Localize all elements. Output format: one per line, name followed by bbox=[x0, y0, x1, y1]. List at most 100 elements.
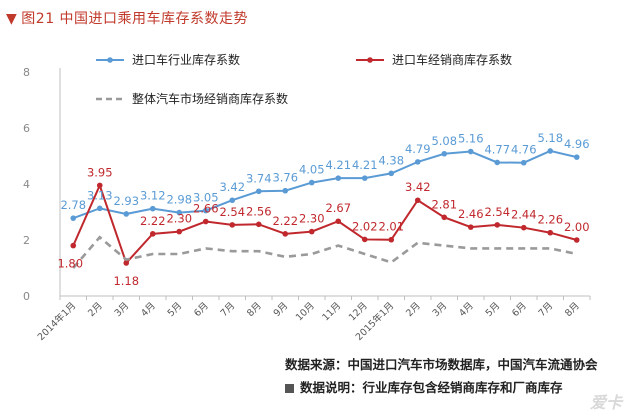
data-label-1: 1.18 bbox=[113, 274, 139, 288]
data-point-1 bbox=[149, 231, 156, 237]
data-label-1: 2.30 bbox=[299, 212, 325, 226]
data-label-0: 4.38 bbox=[378, 153, 404, 167]
x-tick-label: 9月 bbox=[272, 300, 291, 319]
data-point-0 bbox=[335, 175, 342, 181]
x-tick-label: 5月 bbox=[166, 300, 185, 319]
data-point-0 bbox=[96, 205, 103, 212]
data-point-0 bbox=[467, 148, 474, 155]
data-label-1: 2.22 bbox=[140, 214, 166, 228]
data-label-1: 2.01 bbox=[378, 220, 404, 234]
data-point-0 bbox=[70, 215, 77, 221]
legend-marker-0 bbox=[107, 57, 113, 63]
x-tick-label: 3月 bbox=[113, 300, 132, 319]
data-label-0: 2.93 bbox=[113, 194, 139, 208]
data-point-0 bbox=[361, 175, 368, 181]
x-tick-label: 7月 bbox=[537, 300, 556, 319]
x-tick-label: 6月 bbox=[192, 300, 211, 319]
y-tick-label: 6 bbox=[23, 122, 30, 135]
data-label-0: 4.96 bbox=[564, 137, 590, 151]
legend-label-1: 进口车经销商库存系数 bbox=[392, 52, 512, 67]
x-tick-label: 8月 bbox=[563, 300, 582, 319]
data-label-1: 2.67 bbox=[325, 201, 351, 215]
data-point-1 bbox=[70, 242, 77, 249]
data-label-0: 3.42 bbox=[219, 180, 245, 194]
data-label-1: 2.30 bbox=[166, 212, 192, 226]
data-point-0 bbox=[388, 170, 395, 177]
data-label-0: 3.76 bbox=[272, 171, 298, 185]
x-tick-label: 12月 bbox=[347, 300, 370, 323]
data-label-1: 3.95 bbox=[87, 165, 113, 179]
x-tick-label: 11月 bbox=[320, 300, 343, 323]
data-label-0: 3.74 bbox=[246, 171, 272, 185]
data-label-1: 2.44 bbox=[511, 208, 537, 222]
data-source: 数据来源：中国进口汽车市场数据库，中国汽车流通协会 bbox=[285, 357, 598, 372]
data-point-0 bbox=[494, 159, 501, 166]
data-label-1: 2.00 bbox=[564, 220, 590, 234]
data-point-1 bbox=[176, 228, 183, 235]
data-point-1 bbox=[308, 228, 315, 235]
data-point-1 bbox=[414, 197, 421, 204]
data-label-0: 4.77 bbox=[484, 142, 510, 156]
data-point-0 bbox=[441, 150, 448, 157]
data-point-0 bbox=[202, 207, 209, 214]
data-point-1 bbox=[547, 229, 554, 236]
y-tick-label: 8 bbox=[23, 66, 30, 79]
data-label-0: 3.13 bbox=[87, 188, 113, 202]
data-point-0 bbox=[414, 159, 421, 165]
legend-label-0: 进口车行业库存系数 bbox=[132, 52, 240, 67]
data-label-1: 2.26 bbox=[537, 213, 563, 227]
data-point-0 bbox=[255, 188, 262, 195]
figure-title-text: 图21 中国进口乘用车库存系数走势 bbox=[21, 11, 249, 27]
data-label-0: 5.18 bbox=[537, 131, 563, 145]
data-point-1 bbox=[123, 260, 130, 266]
data-label-1: 2.46 bbox=[458, 207, 484, 221]
data-point-0 bbox=[282, 187, 289, 194]
triangle-icon: ▼ bbox=[6, 11, 18, 27]
data-label-0: 4.21 bbox=[352, 158, 378, 172]
data-point-0 bbox=[308, 179, 315, 186]
figure-title: ▼ 图21 中国进口乘用车库存系数走势 bbox=[6, 8, 248, 28]
data-label-0: 5.16 bbox=[458, 132, 484, 146]
data-label-0: 4.79 bbox=[405, 142, 431, 156]
x-tick-label: 10月 bbox=[294, 300, 317, 323]
y-tick-label: 4 bbox=[23, 178, 30, 191]
data-label-0: 3.05 bbox=[193, 191, 219, 205]
data-point-1 bbox=[282, 231, 289, 237]
data-note-text: 数据说明：行业库存包含经销商库存和厂商库存 bbox=[300, 380, 563, 395]
data-point-0 bbox=[520, 159, 527, 166]
y-tick-label: 2 bbox=[23, 234, 30, 247]
series-line-2 bbox=[72, 235, 578, 269]
data-point-1 bbox=[388, 236, 395, 243]
data-label-0: 4.76 bbox=[511, 143, 537, 157]
data-point-0 bbox=[229, 197, 236, 204]
data-note: 数据说明：行业库存包含经销商库存和厂商库存 bbox=[285, 377, 563, 396]
y-tick-label: 0 bbox=[23, 290, 30, 303]
x-tick-label: 7月 bbox=[219, 300, 238, 319]
x-tick-label: 3月 bbox=[431, 300, 450, 319]
data-label-1: 2.66 bbox=[193, 202, 219, 216]
watermark-logo: 爱卡 bbox=[589, 393, 622, 412]
data-label-0: 4.05 bbox=[299, 163, 325, 177]
bullet-square-icon bbox=[285, 384, 294, 393]
data-point-1 bbox=[255, 221, 262, 228]
data-label-1: 3.42 bbox=[405, 180, 431, 194]
data-point-1 bbox=[467, 224, 474, 230]
data-label-0: 2.98 bbox=[166, 193, 192, 207]
data-point-1 bbox=[441, 214, 448, 221]
data-label-1: 2.54 bbox=[484, 205, 510, 219]
x-tick-label: 5月 bbox=[484, 300, 503, 319]
data-label-0: 4.21 bbox=[325, 158, 351, 172]
data-point-1 bbox=[520, 224, 527, 231]
data-point-0 bbox=[149, 205, 156, 212]
data-point-1 bbox=[361, 236, 368, 243]
data-label-0: 5.08 bbox=[431, 134, 457, 148]
x-tick-label: 4月 bbox=[139, 300, 158, 319]
data-point-1 bbox=[96, 182, 103, 189]
x-tick-label: 2014年1月 bbox=[35, 300, 78, 343]
x-tick-label: 2月 bbox=[404, 300, 423, 319]
data-label-0: 2.78 bbox=[60, 198, 86, 212]
data-point-1 bbox=[229, 222, 236, 228]
data-point-1 bbox=[335, 218, 342, 225]
data-label-1: 2.54 bbox=[219, 205, 245, 219]
series-line-1 bbox=[72, 182, 578, 265]
